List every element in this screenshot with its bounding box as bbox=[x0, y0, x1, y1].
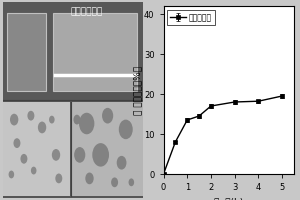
Circle shape bbox=[31, 167, 37, 174]
X-axis label: 时  间(h): 时 间(h) bbox=[214, 198, 243, 200]
Circle shape bbox=[27, 111, 34, 121]
Circle shape bbox=[49, 116, 55, 124]
Circle shape bbox=[20, 154, 27, 164]
Bar bbox=[53, 13, 137, 91]
Bar bbox=[3, 2, 142, 100]
Circle shape bbox=[117, 156, 127, 170]
Bar bbox=[7, 13, 46, 91]
Circle shape bbox=[10, 114, 18, 125]
Circle shape bbox=[129, 178, 134, 186]
Circle shape bbox=[92, 143, 109, 167]
Y-axis label: 饱 和溶胀比（%）: 饱 和溶胀比（%） bbox=[134, 65, 142, 115]
Circle shape bbox=[119, 120, 133, 139]
Circle shape bbox=[74, 115, 80, 124]
Circle shape bbox=[79, 113, 94, 134]
Circle shape bbox=[74, 147, 85, 163]
Circle shape bbox=[55, 173, 62, 183]
Circle shape bbox=[38, 122, 46, 133]
Circle shape bbox=[111, 177, 118, 187]
Circle shape bbox=[102, 108, 113, 124]
Circle shape bbox=[9, 171, 14, 178]
Circle shape bbox=[52, 149, 60, 161]
Circle shape bbox=[85, 173, 94, 184]
Legend: 实施例油凝: 实施例油凝 bbox=[167, 10, 215, 25]
Circle shape bbox=[14, 138, 20, 148]
Text: 实施例油凝胶: 实施例油凝胶 bbox=[70, 7, 103, 16]
Bar bbox=[3, 102, 70, 196]
Bar bbox=[71, 102, 142, 196]
